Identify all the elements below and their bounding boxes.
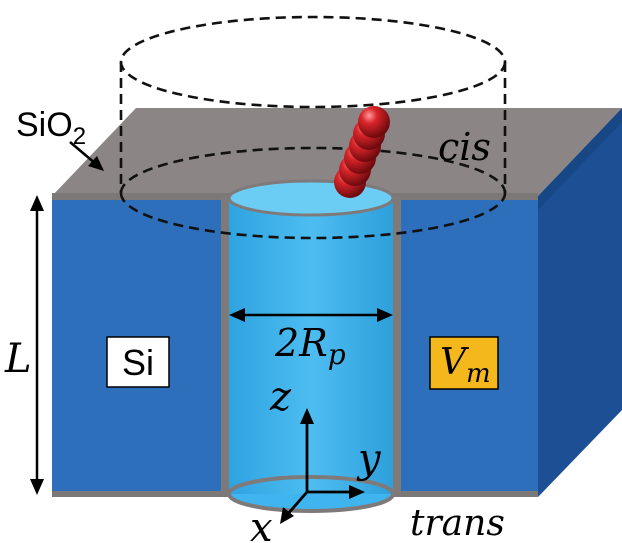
diameter-label: 2Rp xyxy=(274,321,346,371)
pore-bottom-front xyxy=(227,493,395,513)
polymer-bead xyxy=(358,106,390,138)
si-label: Si xyxy=(122,342,154,383)
si-label-box xyxy=(106,336,170,388)
sio2-subscript: 2 xyxy=(73,123,86,150)
length-label: L xyxy=(4,336,32,382)
silicon-side-face-shade xyxy=(538,108,622,210)
cis-cylinder-bottom-back xyxy=(119,146,507,194)
vm-label-box xyxy=(429,336,499,390)
pore-bottom-back xyxy=(227,475,395,495)
sio2-pointer-arrow xyxy=(69,141,104,171)
oxide-top-surface xyxy=(52,108,622,196)
diameter-prefix: 2R xyxy=(274,321,328,365)
sio2-main: SiO xyxy=(16,106,73,144)
polymer-chain xyxy=(334,106,390,198)
pore-water xyxy=(229,198,393,494)
x-axis-line xyxy=(285,491,309,516)
axis-z-label: z xyxy=(269,374,292,420)
x-axis-arrowhead xyxy=(280,507,294,524)
silicon-side-face xyxy=(538,108,622,497)
z-axis-arrowhead xyxy=(300,408,314,424)
vm-main: V xyxy=(440,342,470,383)
trans-label: trans xyxy=(410,503,505,543)
axis-x-label: x xyxy=(250,505,273,543)
sio2-label: SiO2 xyxy=(16,106,86,150)
vm-subscript: m xyxy=(466,359,491,389)
pore-top-opening xyxy=(227,179,395,217)
cis-label: cis xyxy=(438,125,491,169)
y-axis-arrowhead xyxy=(349,485,365,499)
coordinate-axes xyxy=(280,408,365,524)
vm-label: Vm xyxy=(440,342,491,389)
cis-cylinder-bottom-front xyxy=(119,192,507,240)
diameter-arrow xyxy=(229,308,393,322)
length-arrow xyxy=(30,195,44,495)
cis-cylinder-top xyxy=(119,15,507,109)
cis-reservoir-cylinder xyxy=(119,15,507,240)
axis-y-label: y xyxy=(356,436,382,482)
diameter-subscript: p xyxy=(328,338,346,371)
